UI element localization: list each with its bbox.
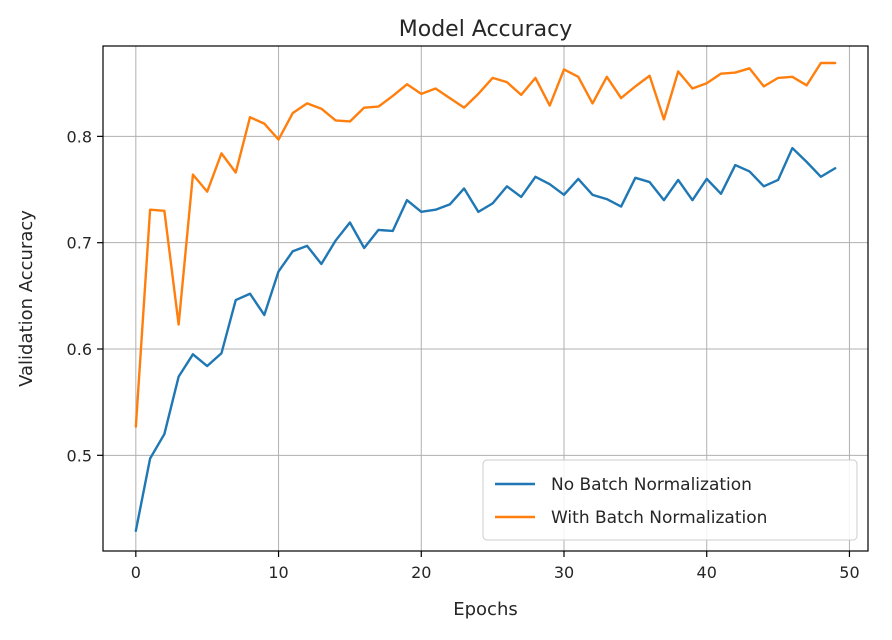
series-lines	[134, 61, 837, 532]
y-tick-label: 0.8	[67, 127, 92, 146]
chart-title: Model Accuracy	[399, 17, 573, 42]
series-line-no-batch-normalization	[134, 146, 837, 532]
y-tick-label: 0.6	[67, 340, 92, 359]
grid	[103, 46, 868, 551]
x-tick-label: 40	[697, 563, 717, 582]
x-tick-label: 50	[839, 563, 859, 582]
y-axis-label: Validation Accuracy	[16, 210, 37, 387]
legend-label: With Batch Normalization	[551, 508, 767, 528]
y-tick-label: 0.7	[67, 234, 92, 253]
plot-frame	[102, 45, 869, 552]
x-axis-label: Epochs	[453, 599, 518, 620]
x-tick-label: 20	[411, 563, 431, 582]
legend-box	[482, 459, 858, 541]
y-tick-label: 0.5	[67, 446, 92, 465]
series-line-with-batch-normalization	[134, 61, 837, 428]
x-tick-label: 30	[554, 563, 574, 582]
legend-label: No Batch Normalization	[551, 475, 752, 495]
legend: No Batch Normalization With Batch Normali…	[482, 459, 858, 541]
x-tick-label: 10	[268, 563, 288, 582]
axis-ticks: 0 10 20 30 40 50 0.5 0.6 0.7 0.8	[67, 127, 860, 582]
x-tick-label: 0	[131, 563, 141, 582]
